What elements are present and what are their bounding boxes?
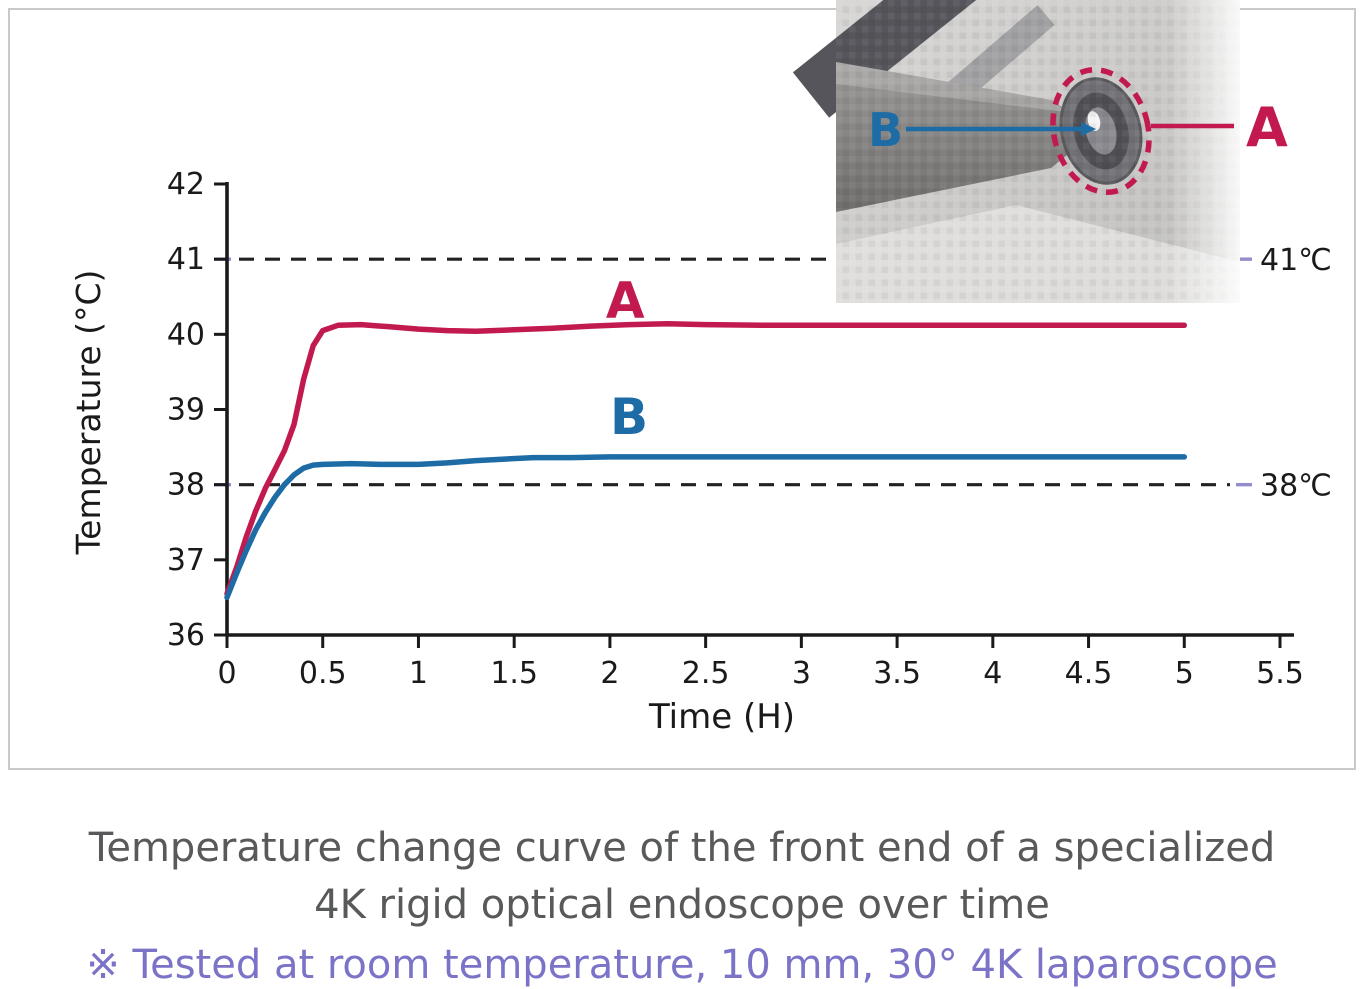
ref-line-label-41: 41℃ <box>1260 243 1332 278</box>
y-tick-label-37: 37 <box>167 543 205 578</box>
series-label-B: B <box>610 388 648 446</box>
x-tick-label-5.5: 5.5 <box>1256 656 1304 691</box>
y-tick-label-41: 41 <box>167 242 205 277</box>
x-tick-label-4.5: 4.5 <box>1065 656 1113 691</box>
y-tick-label-42: 42 <box>167 167 205 202</box>
inset-label-b: B <box>868 103 903 157</box>
series-label-A: A <box>606 272 645 330</box>
x-axis-title: Time (H) <box>648 697 795 737</box>
y-tick-label-38: 38 <box>167 468 205 503</box>
series-line-A <box>224 321 1188 597</box>
series-line-B <box>224 454 1188 601</box>
y-tick-label-36: 36 <box>167 618 205 653</box>
x-tick-label-5: 5 <box>1175 656 1194 691</box>
x-tick-label-0: 0 <box>217 656 236 691</box>
inset-right-fade <box>836 0 1240 303</box>
ref-line-label-38: 38℃ <box>1260 469 1332 504</box>
inset-label-a: A <box>1246 96 1288 159</box>
caption-line-1: Temperature change curve of the front en… <box>88 825 1276 871</box>
temperature-chart: 41℃ 38℃ 36 37 38 39 40 41 42 0 0.5 1 1.5 2 2.5 3 3.5 4 4.5… <box>69 167 1332 737</box>
y-tick-label-40: 40 <box>167 317 205 352</box>
x-tick-label-3.5: 3.5 <box>873 656 921 691</box>
caption-line-2: 4K rigid optical endoscope over time <box>314 882 1050 928</box>
x-tick-label-4: 4 <box>983 656 1002 691</box>
y-axis-title: Temperature (°C) <box>69 270 108 556</box>
x-tick-label-3: 3 <box>792 656 811 691</box>
inset-tip-highlight-ellipse <box>1050 67 1152 195</box>
chart-caption: Temperature change curve of the front en… <box>0 800 1364 989</box>
endoscope-inset-photo: B A <box>792 0 1288 303</box>
x-tick-label-2: 2 <box>600 656 619 691</box>
caption-note: ※ Tested at room temperature, 10 mm, 30°… <box>86 942 1278 988</box>
x-tick-label-1: 1 <box>409 656 428 691</box>
x-tick-label-0.5: 0.5 <box>299 656 347 691</box>
x-tick-label-2.5: 2.5 <box>682 656 730 691</box>
x-tick-label-1.5: 1.5 <box>490 656 538 691</box>
inset-pointer-arrow-b <box>1081 122 1096 136</box>
y-tick-label-39: 39 <box>167 393 205 428</box>
